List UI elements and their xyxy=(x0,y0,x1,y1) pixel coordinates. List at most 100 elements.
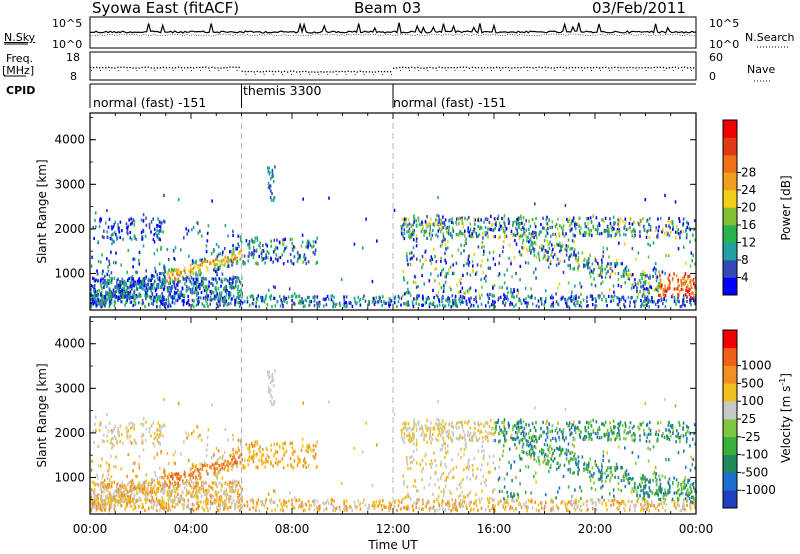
velocity-cell xyxy=(388,507,390,511)
power-cell xyxy=(575,298,577,302)
power-cell xyxy=(481,240,484,244)
power-cell xyxy=(524,301,526,305)
nave-point xyxy=(418,70,420,71)
power-cell xyxy=(271,168,274,172)
power-cell xyxy=(465,237,467,241)
power-cell xyxy=(191,288,194,292)
power-cell xyxy=(96,269,98,273)
freq-point xyxy=(647,67,649,69)
velocity-cell xyxy=(363,498,365,502)
power-cell xyxy=(523,298,525,302)
power-cell xyxy=(106,230,108,234)
power-cell xyxy=(246,296,249,300)
velocity-cell xyxy=(312,448,315,452)
power-cell xyxy=(562,224,565,228)
velocity-cell xyxy=(509,507,511,511)
power-cell xyxy=(240,289,242,293)
freq-point xyxy=(290,70,292,72)
velocity-cell xyxy=(227,464,230,469)
power-cell xyxy=(644,281,647,285)
power-cell xyxy=(608,255,610,259)
power-cell xyxy=(625,233,627,237)
power-cell xyxy=(649,299,652,304)
power-cell xyxy=(609,262,611,266)
velocity-cell xyxy=(92,480,94,484)
velocity-cell xyxy=(132,461,135,465)
power-cell xyxy=(308,240,311,244)
power-cell xyxy=(120,283,122,287)
power-cell xyxy=(415,239,418,243)
freq-point xyxy=(393,67,395,69)
power-cell xyxy=(90,293,92,297)
power-cell xyxy=(237,284,240,288)
power-cell xyxy=(653,266,656,270)
power-cell xyxy=(158,219,161,224)
power-cell xyxy=(171,286,174,290)
power-cell xyxy=(604,216,607,220)
power-cell xyxy=(657,217,659,221)
power-cell xyxy=(259,246,261,250)
power-cell xyxy=(115,251,117,255)
velocity-cell xyxy=(349,504,351,509)
power-cell xyxy=(205,298,207,302)
power-cell xyxy=(423,233,425,238)
freq-point xyxy=(462,66,464,68)
power-cell xyxy=(523,227,525,231)
power-cell xyxy=(612,284,615,288)
velocity-cell xyxy=(268,390,271,394)
power-cell xyxy=(150,230,152,234)
power-cell xyxy=(693,282,695,286)
velocity-cell xyxy=(621,499,623,503)
velocity-cell xyxy=(238,493,240,497)
power-cell xyxy=(440,218,443,222)
power-cell xyxy=(157,277,159,281)
power-cell xyxy=(639,230,641,234)
power-cell xyxy=(368,302,370,306)
velocity-cell xyxy=(586,508,588,512)
power-cell xyxy=(90,297,93,302)
power-cell xyxy=(216,262,218,267)
velocity-cell xyxy=(202,480,204,484)
power-cell xyxy=(197,277,199,281)
power-cell xyxy=(282,262,285,266)
velocity-cell xyxy=(215,446,218,451)
power-cell xyxy=(236,296,238,300)
power-cell xyxy=(685,279,688,283)
velocity-cell xyxy=(680,508,683,512)
power-cell xyxy=(606,264,608,268)
power-cell xyxy=(158,229,160,233)
power-cell xyxy=(460,231,463,235)
power-cell xyxy=(101,235,104,239)
power-cell xyxy=(349,300,351,305)
velocity-cell xyxy=(122,441,124,445)
power-cell xyxy=(362,296,364,301)
power-cell xyxy=(425,297,428,301)
power-cell xyxy=(441,269,443,273)
freq-point xyxy=(205,66,207,68)
power-cell xyxy=(206,297,209,301)
velocity-cell xyxy=(552,505,554,509)
power-cell xyxy=(355,302,357,306)
power-cell xyxy=(198,300,200,304)
power-cell xyxy=(565,247,567,251)
power-cell xyxy=(223,258,225,262)
power-cell xyxy=(291,261,293,265)
power-cell xyxy=(648,282,651,286)
power-cell xyxy=(407,290,410,295)
power-cell xyxy=(186,300,189,305)
power-cell xyxy=(624,220,627,224)
freq-point xyxy=(596,66,598,68)
power-cell xyxy=(311,245,313,249)
power-cell xyxy=(108,297,111,301)
power-cell xyxy=(540,297,543,301)
power-cell xyxy=(154,299,156,303)
velocity-cell xyxy=(136,491,139,495)
freq-point xyxy=(293,70,295,72)
velocity-cell xyxy=(197,500,200,504)
power-cell xyxy=(159,272,161,276)
nave-point xyxy=(318,74,320,75)
velocity-cell xyxy=(151,480,153,485)
power-cell xyxy=(543,303,546,307)
power-cell xyxy=(589,253,591,257)
power-cell xyxy=(192,305,195,309)
